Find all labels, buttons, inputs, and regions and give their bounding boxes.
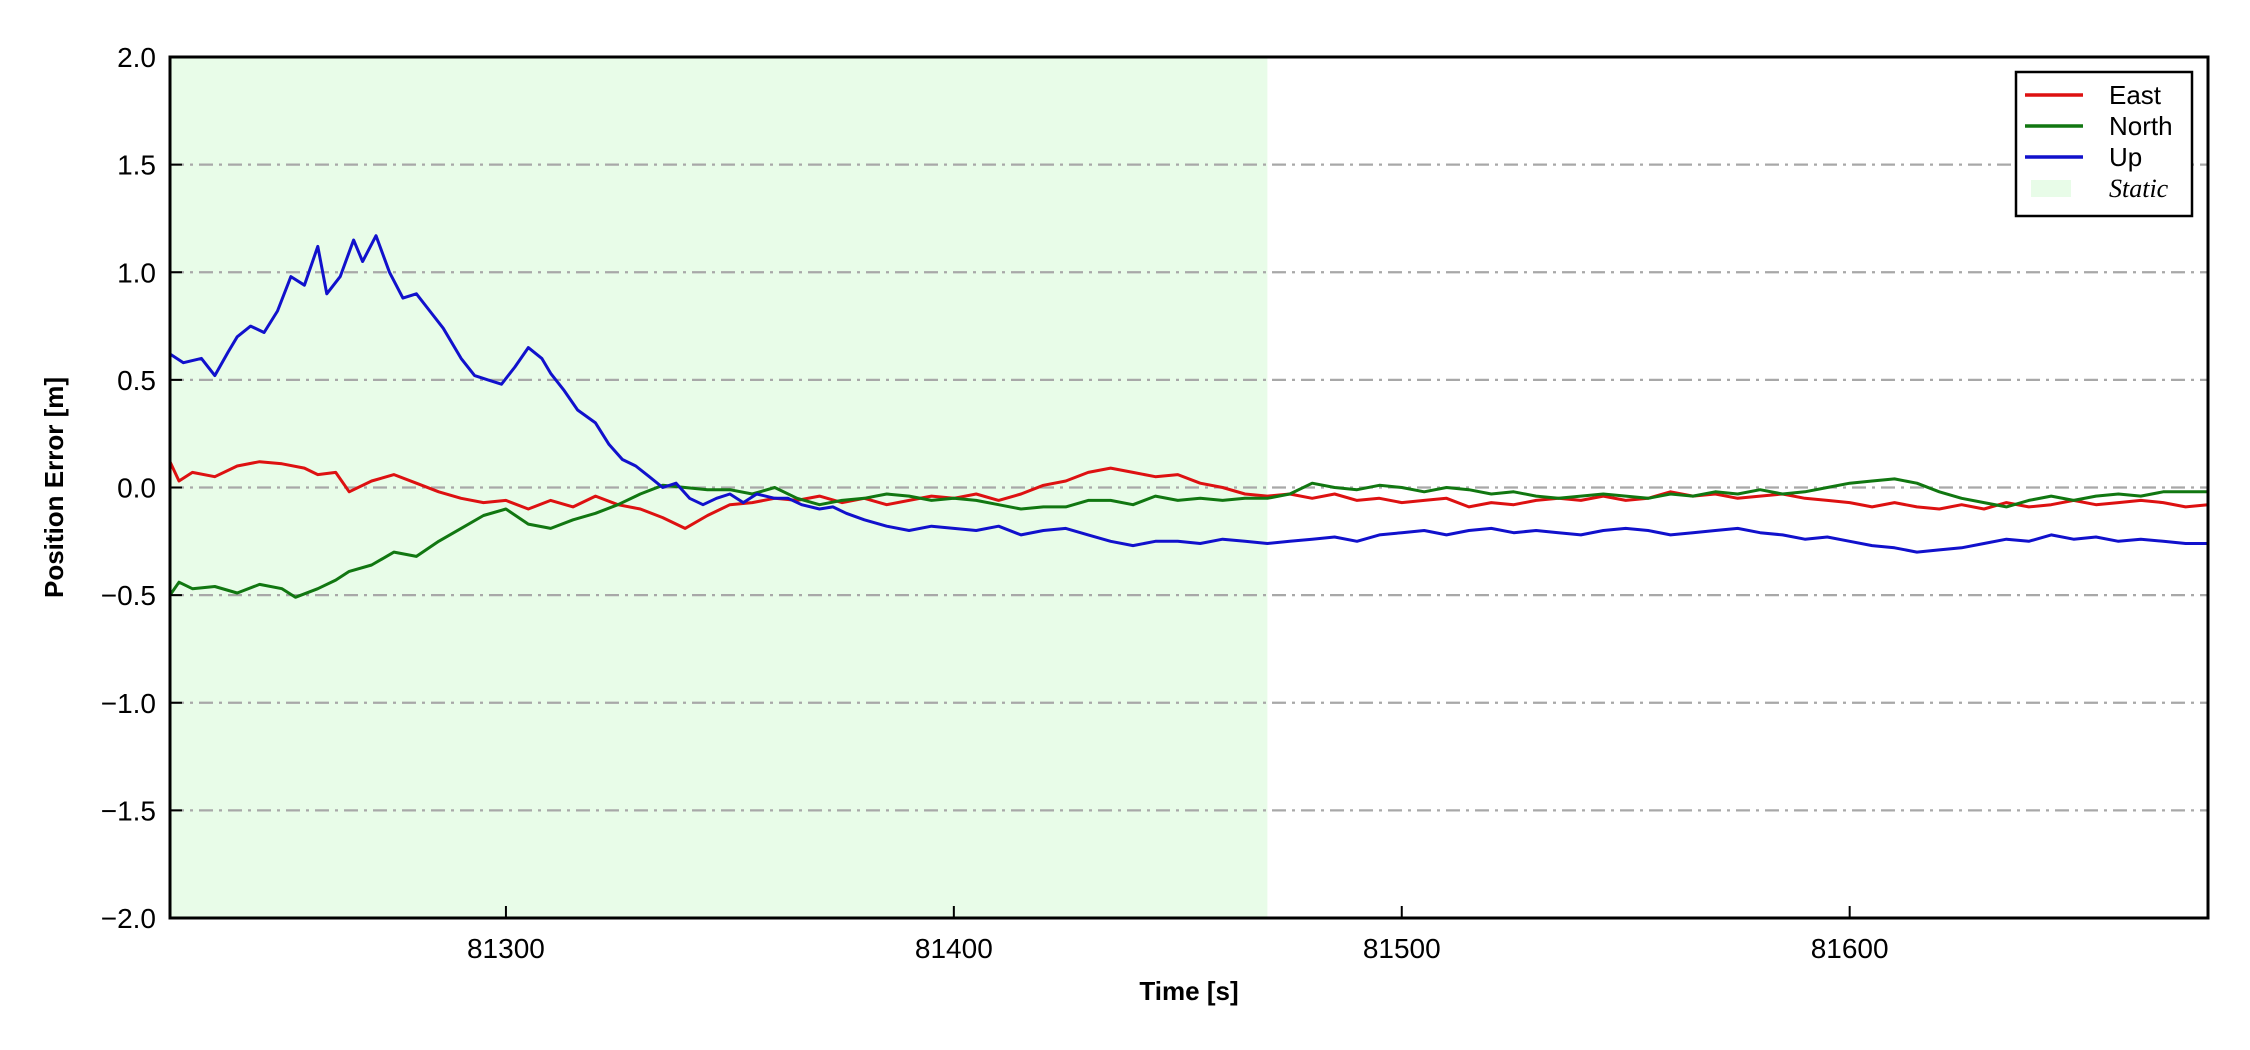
y-tick-label: −1.5: [101, 795, 156, 826]
legend-label-east: East: [2109, 80, 2162, 110]
gridlines: [170, 163, 2208, 812]
legend-label-up: Up: [2109, 142, 2142, 172]
x-tick-label: 81600: [1811, 933, 1889, 964]
series-layer: [168, 234, 2209, 599]
series-line-north: [168, 477, 2208, 599]
legend-label-north: North: [2109, 111, 2173, 141]
y-tick-label: −0.5: [101, 580, 156, 611]
x-tick-label: 81400: [915, 933, 993, 964]
y-tick-label: 0.0: [117, 473, 156, 504]
series-line-up: [169, 234, 2208, 554]
y-axis-title: Position Error [m]: [39, 377, 69, 598]
y-tick-label: 2.0: [117, 42, 156, 73]
legend-label-static: Static: [2109, 174, 2169, 203]
y-tick-label: −1.0: [101, 688, 156, 719]
y-tick-label: 0.5: [117, 365, 156, 396]
y-tick-label: 1.0: [117, 257, 156, 288]
series-line-east: [168, 460, 2209, 530]
y-tick-label: −2.0: [101, 903, 156, 934]
x-tick-label: 81500: [1363, 933, 1441, 964]
axis-ticks: 2.0 1.5 1.0 0.5 0.0 −0.5 −1.0 −1.5 −2.0 81300 8140…: [101, 42, 1889, 964]
y-tick-label: 1.5: [117, 150, 156, 181]
legend-swatch-static: [2031, 180, 2071, 197]
x-axis-title: Time [s]: [1139, 976, 1238, 1006]
x-tick-label: 81300: [467, 933, 545, 964]
